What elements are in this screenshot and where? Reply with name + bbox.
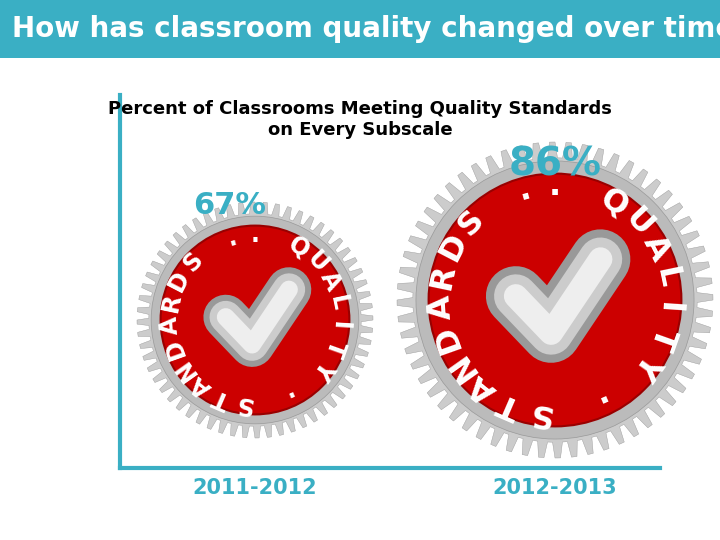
- Text: How has classroom quality changed over time?: How has classroom quality changed over t…: [12, 15, 720, 43]
- Text: .: .: [251, 223, 259, 247]
- Text: D: D: [164, 267, 194, 295]
- Text: 2012-2013: 2012-2013: [492, 478, 617, 498]
- Text: Q: Q: [284, 232, 314, 263]
- FancyBboxPatch shape: [0, 0, 720, 58]
- Text: L: L: [649, 264, 683, 290]
- Text: 2011-2012: 2011-2012: [193, 478, 318, 498]
- Text: N: N: [442, 346, 482, 386]
- Text: A: A: [426, 294, 458, 321]
- Text: A: A: [186, 371, 216, 401]
- Text: A: A: [636, 230, 675, 266]
- Text: T: T: [494, 386, 526, 423]
- Text: .: .: [588, 388, 612, 421]
- Text: S: S: [233, 391, 253, 417]
- Text: D: D: [429, 320, 467, 356]
- Text: 86%: 86%: [508, 146, 601, 184]
- Circle shape: [428, 173, 681, 427]
- Text: D: D: [161, 335, 189, 362]
- Polygon shape: [397, 142, 713, 458]
- Text: I: I: [652, 301, 685, 315]
- Text: S: S: [453, 204, 491, 241]
- Text: Q: Q: [595, 183, 634, 223]
- Text: U: U: [302, 247, 333, 277]
- Text: L: L: [325, 293, 351, 313]
- Circle shape: [151, 216, 359, 424]
- Text: 67%: 67%: [194, 191, 266, 219]
- Text: T: T: [209, 384, 233, 412]
- Text: A: A: [315, 267, 346, 295]
- Text: I: I: [328, 321, 352, 331]
- Polygon shape: [137, 202, 373, 438]
- Text: Y: Y: [310, 355, 339, 383]
- Text: T: T: [644, 323, 680, 354]
- Text: D: D: [434, 229, 474, 267]
- Text: Percent of Classrooms Meeting Quality Standards
on Every Subscale: Percent of Classrooms Meeting Quality St…: [108, 100, 612, 139]
- Text: S: S: [526, 396, 553, 430]
- Text: S: S: [179, 247, 207, 276]
- Text: T: T: [321, 337, 349, 360]
- Text: Y: Y: [629, 347, 667, 384]
- Text: R: R: [158, 292, 186, 314]
- Text: .: .: [514, 174, 534, 207]
- Text: U: U: [618, 202, 658, 242]
- Circle shape: [161, 226, 349, 414]
- Circle shape: [416, 161, 694, 439]
- Text: .: .: [549, 171, 561, 202]
- Text: A: A: [158, 316, 183, 336]
- Text: .: .: [280, 385, 297, 411]
- Text: N: N: [170, 354, 201, 384]
- Text: A: A: [464, 368, 503, 408]
- Text: .: .: [225, 225, 240, 251]
- Text: R: R: [426, 262, 462, 292]
